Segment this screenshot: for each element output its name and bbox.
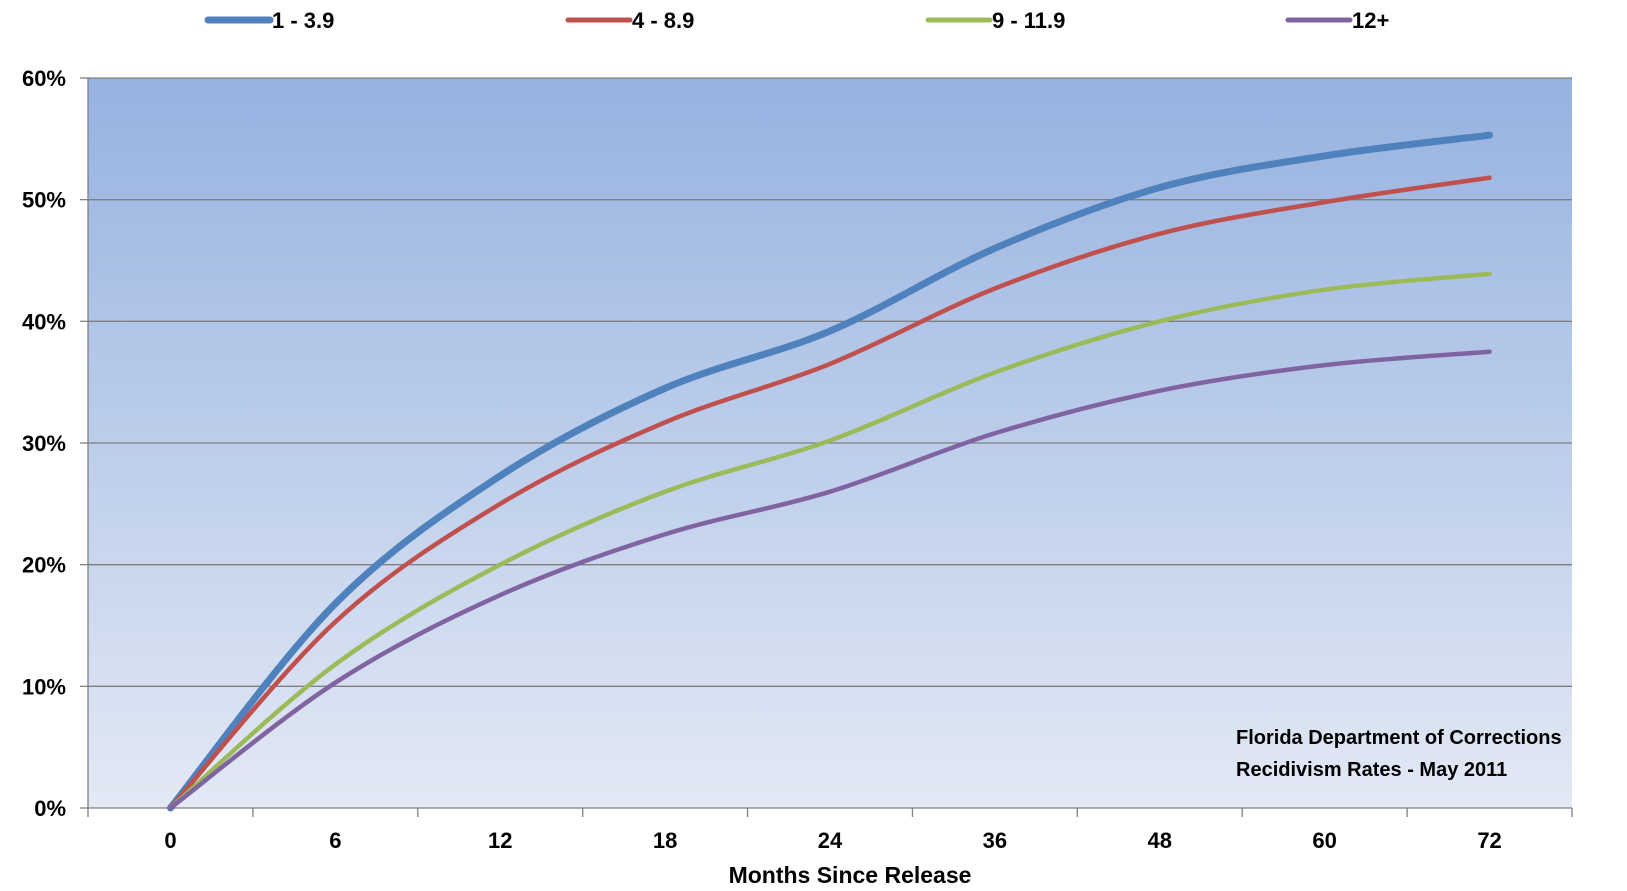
- series-line-4: [168, 349, 1492, 811]
- gridlines: [88, 77, 1572, 687]
- legend-label: 12+: [1352, 8, 1389, 33]
- x-tick-label: 48: [1148, 828, 1172, 853]
- series-line-2: [168, 175, 1492, 811]
- x-tick-label: 72: [1477, 828, 1501, 853]
- chart-annotation-line-1: Florida Department of Corrections: [1236, 727, 1562, 749]
- legend-label: 4 - 8.9: [632, 8, 694, 33]
- y-axis-tick-labels: 0% 10% 20% 30% 40% 50% 60%: [22, 66, 66, 821]
- legend-label: 9 - 11.9: [992, 8, 1065, 33]
- y-tick-label: 60%: [22, 66, 66, 91]
- legend: 1 - 3.9 4 - 8.9 9 - 11.9 12+: [204, 8, 1389, 33]
- y-tick-label: 0%: [34, 796, 66, 821]
- x-tick-label: 0: [164, 828, 176, 853]
- y-tick-label: 30%: [22, 431, 66, 456]
- y-tick-label: 10%: [22, 674, 66, 699]
- series-line-1: [166, 131, 1494, 812]
- x-tick-label: 12: [488, 828, 512, 853]
- legend-label: 1 - 3.9: [272, 8, 334, 33]
- x-tick-label: 36: [983, 828, 1007, 853]
- x-axis-tick-labels: 0 6 12 18 24 36 48 60 72: [164, 828, 1501, 853]
- series-line-3: [168, 271, 1492, 811]
- y-tick-label: 40%: [22, 309, 66, 334]
- y-tick-label: 50%: [22, 188, 66, 213]
- x-tick-label: 6: [329, 828, 341, 853]
- chart-annotation-line-2: Recidivism Rates - May 2011: [1236, 759, 1507, 781]
- y-tick-label: 20%: [22, 553, 66, 578]
- x-tick-label: 24: [818, 828, 843, 853]
- axes: [80, 77, 1573, 817]
- x-tick-label: 18: [653, 828, 677, 853]
- x-tick-label: 60: [1312, 828, 1336, 853]
- x-axis-title: Months Since Release: [729, 862, 972, 888]
- series-lines: [166, 131, 1494, 812]
